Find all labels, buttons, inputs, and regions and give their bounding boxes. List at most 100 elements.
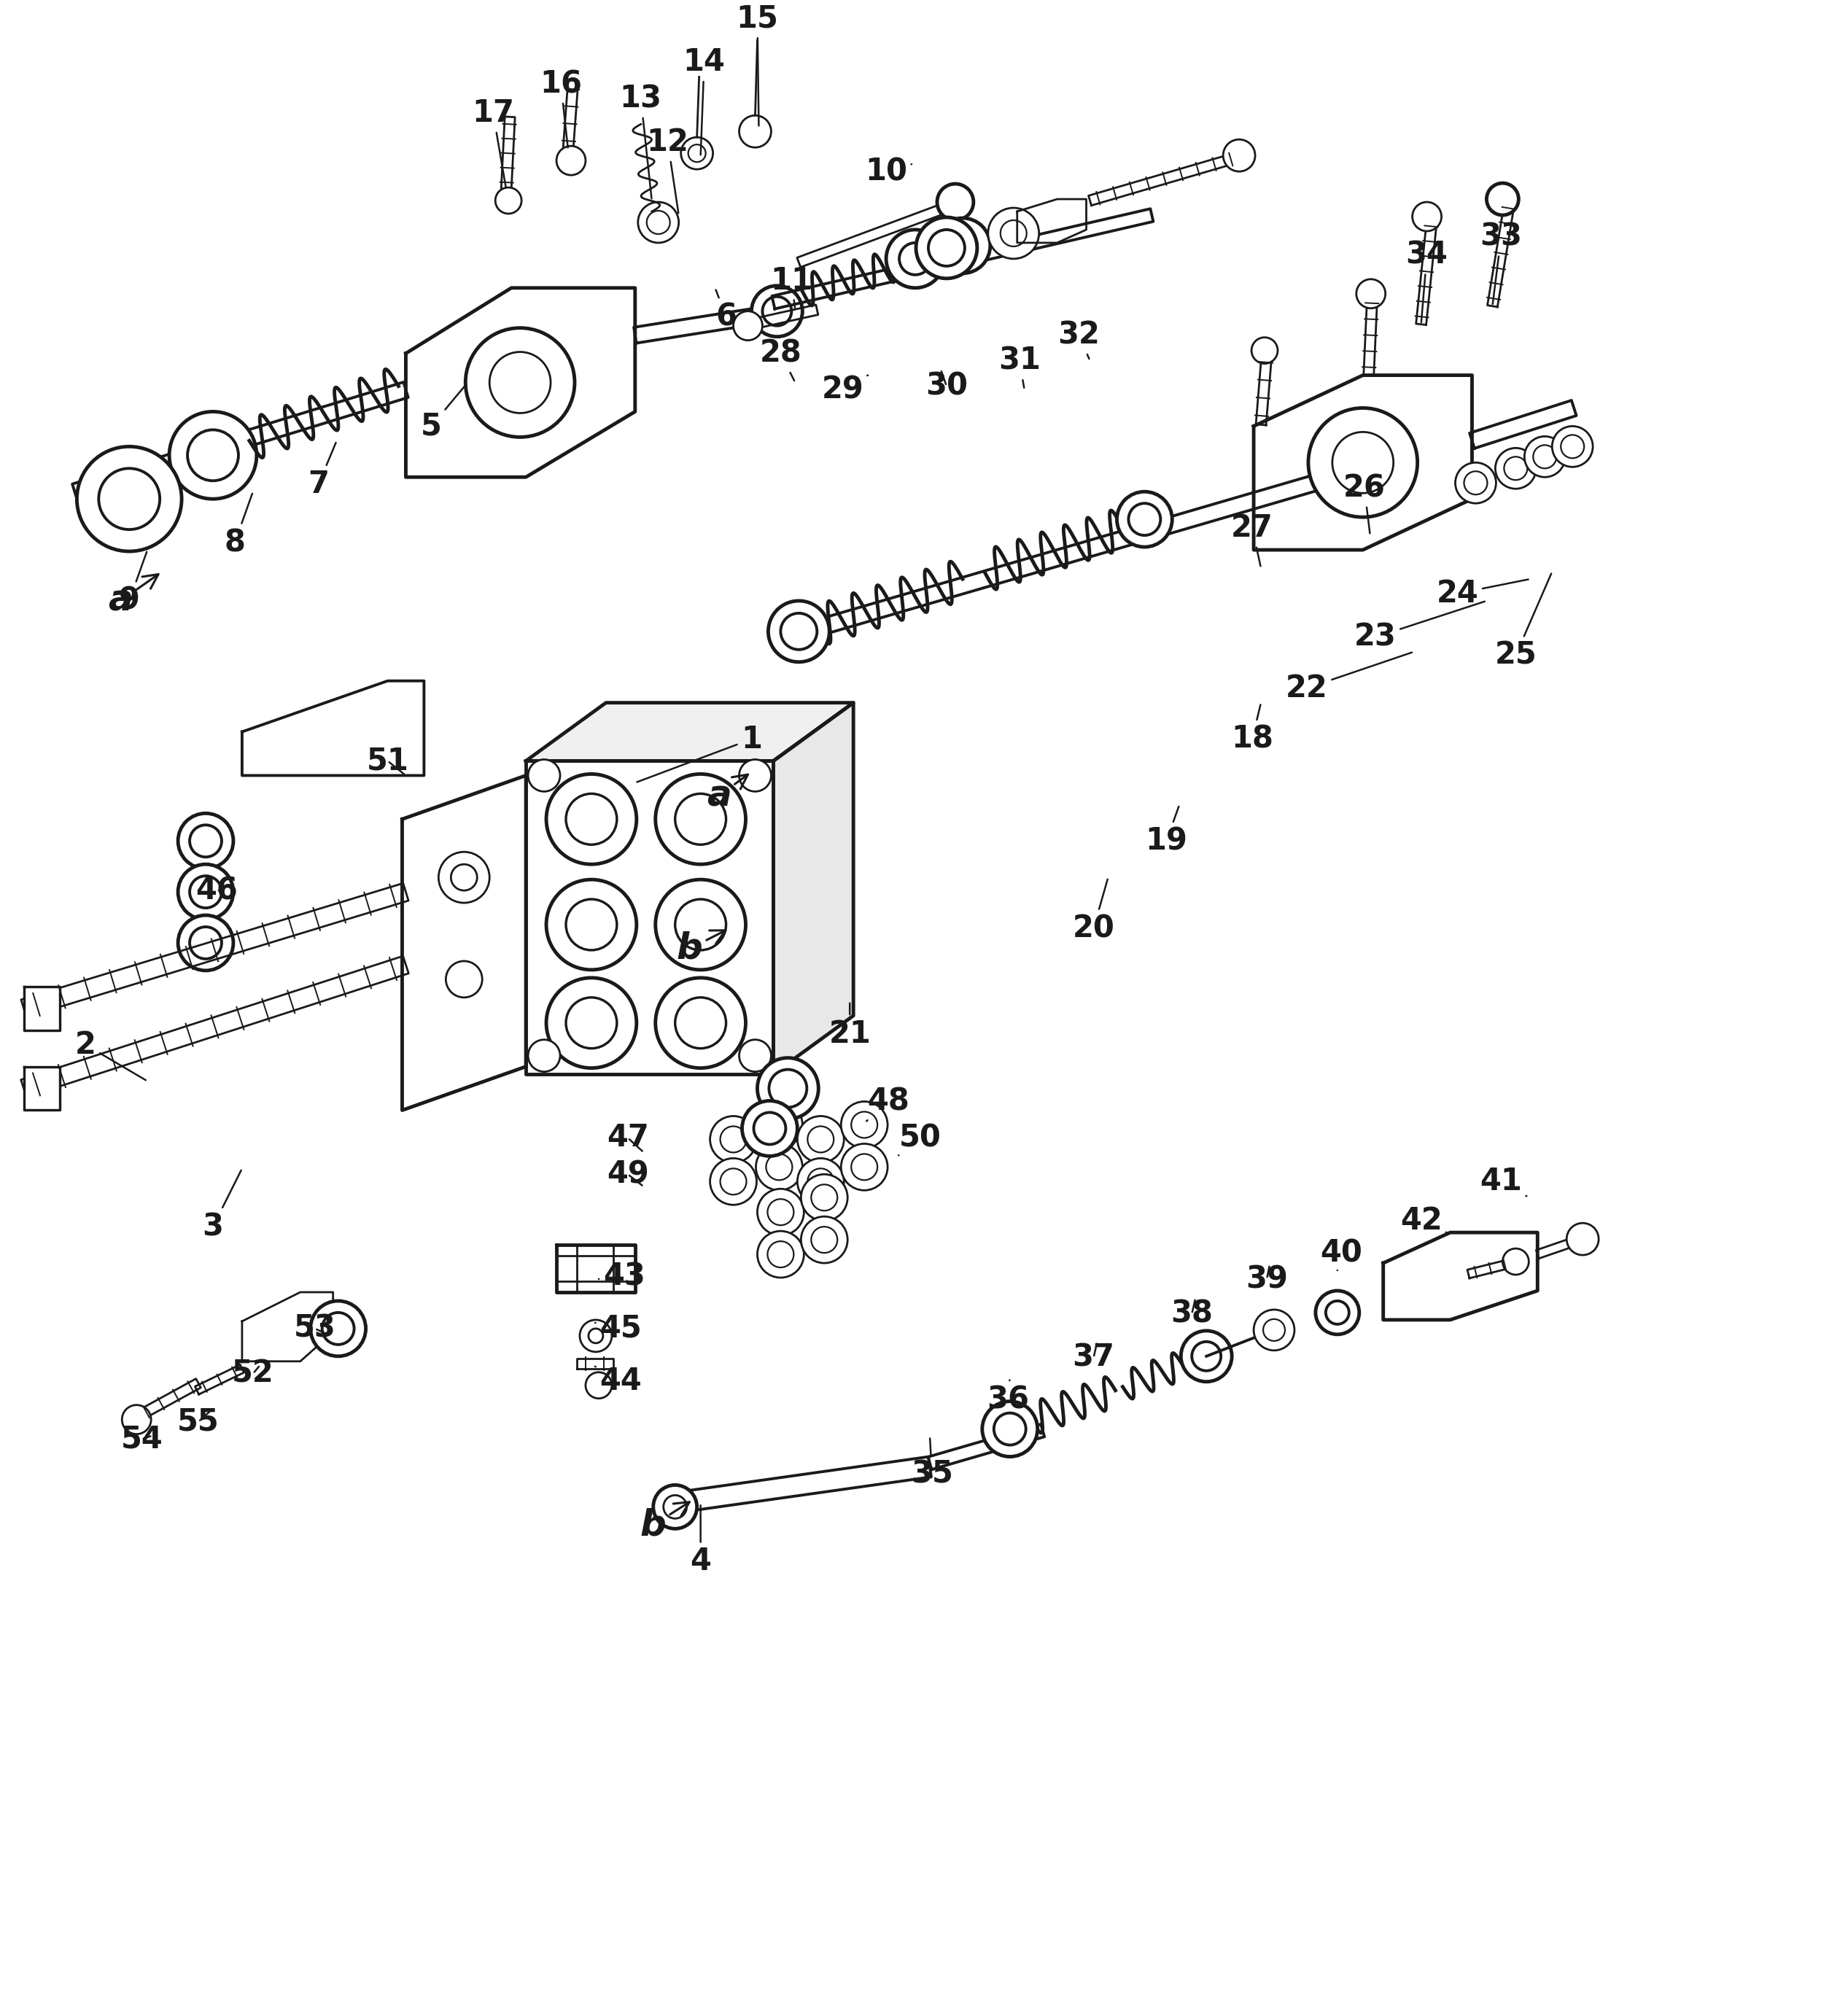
Text: 12: 12 bbox=[647, 126, 689, 214]
Text: 54: 54 bbox=[120, 1425, 163, 1455]
Text: b: b bbox=[639, 1503, 689, 1543]
Circle shape bbox=[652, 1485, 697, 1529]
Circle shape bbox=[994, 1413, 1026, 1445]
Text: 8: 8 bbox=[224, 494, 253, 558]
Circle shape bbox=[917, 218, 978, 278]
Text: 53: 53 bbox=[294, 1313, 336, 1345]
Polygon shape bbox=[928, 1425, 1044, 1469]
Text: 18: 18 bbox=[1231, 704, 1273, 754]
Circle shape bbox=[1308, 408, 1417, 516]
Circle shape bbox=[796, 1159, 845, 1205]
Circle shape bbox=[1464, 472, 1488, 494]
Circle shape bbox=[529, 1041, 560, 1073]
Polygon shape bbox=[1088, 152, 1240, 206]
Circle shape bbox=[752, 286, 802, 336]
Circle shape bbox=[78, 446, 181, 552]
Polygon shape bbox=[242, 680, 423, 776]
Circle shape bbox=[769, 600, 830, 662]
Polygon shape bbox=[137, 1379, 201, 1421]
Text: 29: 29 bbox=[821, 374, 869, 404]
Text: 1: 1 bbox=[638, 724, 761, 782]
Circle shape bbox=[438, 852, 490, 902]
Text: 30: 30 bbox=[926, 370, 968, 402]
Circle shape bbox=[1264, 1319, 1284, 1341]
Text: 27: 27 bbox=[1231, 512, 1273, 566]
Circle shape bbox=[190, 876, 222, 908]
Circle shape bbox=[1412, 202, 1441, 232]
Circle shape bbox=[721, 1169, 747, 1195]
Polygon shape bbox=[20, 956, 408, 1097]
Circle shape bbox=[1316, 1291, 1360, 1335]
Circle shape bbox=[638, 202, 678, 242]
Text: b: b bbox=[676, 930, 726, 966]
Circle shape bbox=[739, 116, 771, 148]
Text: 19: 19 bbox=[1146, 806, 1188, 856]
Circle shape bbox=[687, 144, 706, 162]
Circle shape bbox=[710, 1159, 756, 1205]
Text: 48: 48 bbox=[867, 1087, 909, 1121]
Text: 22: 22 bbox=[1286, 652, 1412, 704]
Circle shape bbox=[758, 1059, 819, 1119]
Text: 34: 34 bbox=[1406, 240, 1449, 322]
Polygon shape bbox=[771, 454, 1388, 648]
Circle shape bbox=[1525, 436, 1565, 476]
Text: 31: 31 bbox=[998, 346, 1040, 388]
Circle shape bbox=[1181, 1331, 1233, 1383]
Circle shape bbox=[98, 468, 159, 530]
Text: 35: 35 bbox=[911, 1439, 954, 1489]
Circle shape bbox=[1567, 1223, 1599, 1255]
Text: 40: 40 bbox=[1319, 1237, 1362, 1271]
Text: 39: 39 bbox=[1246, 1265, 1288, 1295]
Circle shape bbox=[445, 960, 482, 996]
Circle shape bbox=[1223, 140, 1255, 172]
Circle shape bbox=[310, 1301, 366, 1357]
Text: 3: 3 bbox=[203, 1171, 240, 1243]
Circle shape bbox=[656, 880, 747, 970]
Polygon shape bbox=[1416, 218, 1438, 324]
Circle shape bbox=[190, 926, 222, 958]
Polygon shape bbox=[20, 882, 408, 1017]
Circle shape bbox=[710, 1117, 756, 1163]
Circle shape bbox=[1325, 1301, 1349, 1325]
Text: 2: 2 bbox=[76, 1029, 146, 1081]
Text: 6: 6 bbox=[715, 290, 737, 332]
Polygon shape bbox=[1536, 1237, 1582, 1259]
Circle shape bbox=[1000, 220, 1027, 246]
Circle shape bbox=[767, 1199, 795, 1225]
Circle shape bbox=[852, 1155, 878, 1181]
Circle shape bbox=[1502, 1249, 1528, 1275]
Circle shape bbox=[1332, 432, 1393, 492]
Circle shape bbox=[663, 1495, 687, 1519]
Circle shape bbox=[756, 1101, 802, 1149]
Circle shape bbox=[1356, 280, 1386, 308]
Polygon shape bbox=[1257, 352, 1271, 424]
Circle shape bbox=[322, 1313, 355, 1345]
Circle shape bbox=[647, 210, 671, 234]
Polygon shape bbox=[772, 208, 1153, 308]
Circle shape bbox=[743, 1101, 796, 1157]
Circle shape bbox=[758, 1189, 804, 1235]
Text: 5: 5 bbox=[421, 384, 466, 442]
Circle shape bbox=[122, 1405, 152, 1435]
Text: a: a bbox=[109, 574, 159, 618]
Circle shape bbox=[758, 1231, 804, 1277]
Circle shape bbox=[800, 1175, 848, 1221]
Circle shape bbox=[767, 1155, 793, 1181]
Circle shape bbox=[1129, 504, 1161, 536]
Polygon shape bbox=[1016, 200, 1087, 242]
Text: 14: 14 bbox=[684, 46, 724, 154]
Text: 32: 32 bbox=[1057, 320, 1100, 358]
Circle shape bbox=[756, 1145, 802, 1191]
Circle shape bbox=[887, 230, 944, 288]
Text: 23: 23 bbox=[1355, 602, 1484, 652]
Text: 45: 45 bbox=[595, 1313, 641, 1345]
Polygon shape bbox=[634, 306, 774, 342]
Text: 16: 16 bbox=[540, 68, 582, 148]
Circle shape bbox=[721, 1127, 747, 1153]
Circle shape bbox=[547, 774, 636, 864]
Polygon shape bbox=[72, 382, 408, 500]
Text: 43: 43 bbox=[599, 1261, 645, 1291]
Circle shape bbox=[935, 218, 991, 274]
Text: 4: 4 bbox=[689, 1505, 711, 1577]
Text: 49: 49 bbox=[606, 1159, 649, 1191]
